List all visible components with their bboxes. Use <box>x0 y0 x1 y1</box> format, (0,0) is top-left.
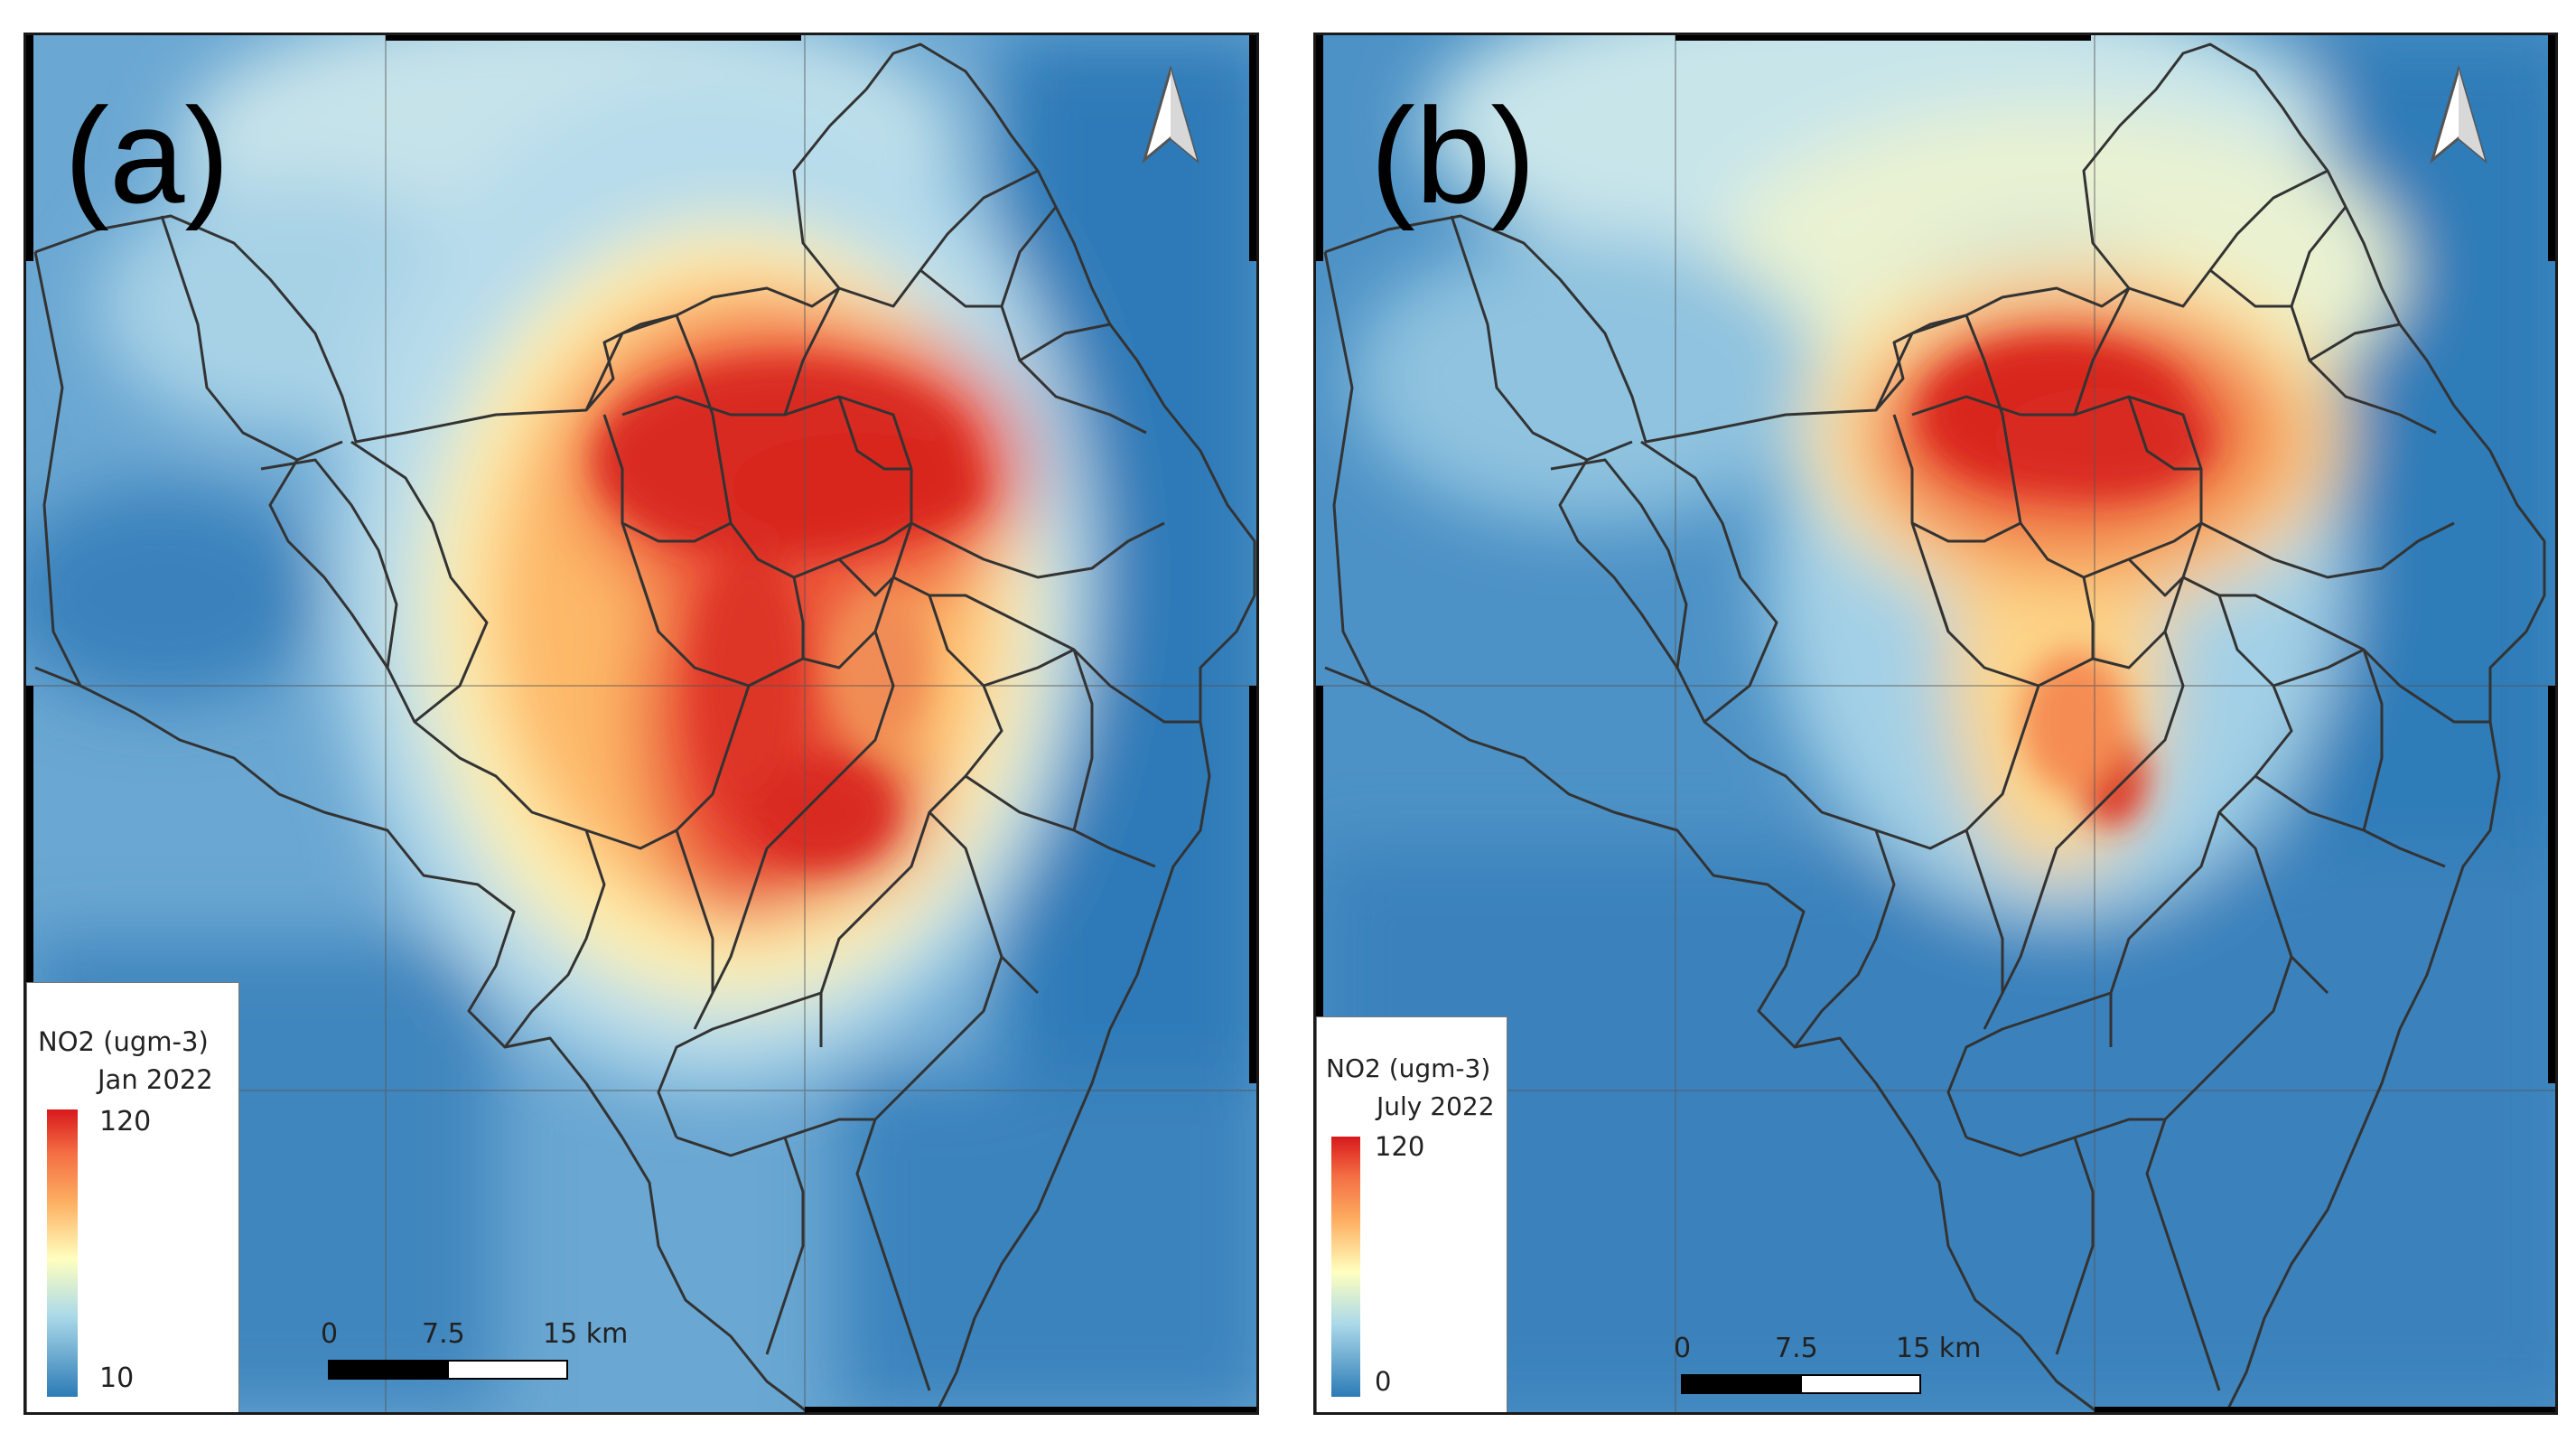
no2-heatmap-a <box>26 35 1256 1412</box>
scale-tick-1: 7.5 <box>1775 1333 1818 1364</box>
scale-bar-black <box>328 1360 449 1380</box>
scale-bar-white <box>447 1360 568 1380</box>
legend-title: NO2 (ugm-3) <box>38 1026 209 1057</box>
legend-title: NO2 (ugm-3) <box>1326 1053 1491 1083</box>
legend-min: 0 <box>1375 1366 1392 1397</box>
legend-max: 120 <box>1375 1131 1425 1162</box>
color-ramp <box>1331 1137 1360 1397</box>
legend-min: 10 <box>99 1362 135 1394</box>
panel-label: (a) <box>64 80 230 231</box>
scale-tick-2: 15 km <box>1896 1333 1982 1364</box>
scale-tick-1: 7.5 <box>422 1318 465 1350</box>
scale-bar: 0 7.5 15 km <box>1674 1333 1981 1405</box>
north-arrow-icon <box>1142 66 1199 164</box>
map-panel-a: (a) NO2 (ugm-3) Jan 2022 120 10 0 7.5 15… <box>23 33 1259 1415</box>
map-panel-b: (b) NO2 (ugm-3) July 2022 120 0 0 7.5 15… <box>1313 33 2558 1415</box>
scale-tick-0: 0 <box>1674 1333 1692 1364</box>
panel-label: (b) <box>1370 80 1536 231</box>
legend-max: 120 <box>99 1106 152 1137</box>
legend: NO2 (ugm-3) July 2022 120 0 <box>1316 1016 1507 1412</box>
no2-heatmap-b <box>1316 35 2555 1412</box>
legend-period: July 2022 <box>1377 1091 1495 1121</box>
scale-bar-white <box>1800 1374 1921 1394</box>
color-ramp <box>47 1109 78 1397</box>
legend-period: Jan 2022 <box>98 1064 213 1095</box>
legend: NO2 (ugm-3) Jan 2022 120 10 <box>26 982 239 1412</box>
scale-tick-2: 15 km <box>543 1318 629 1350</box>
scale-tick-0: 0 <box>321 1318 339 1350</box>
scale-bar-black <box>1681 1374 1802 1394</box>
north-arrow-icon <box>2430 66 2487 164</box>
scale-bar: 0 7.5 15 km <box>321 1318 628 1390</box>
